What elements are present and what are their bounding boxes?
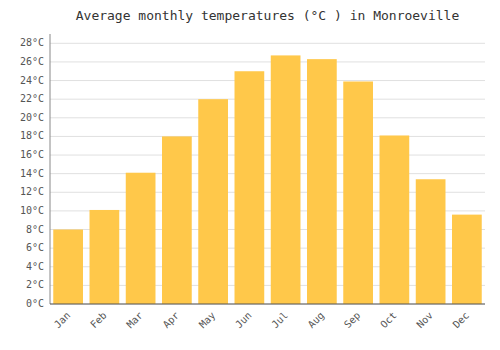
grid-line (50, 117, 485, 118)
y-tick-label: 0°C (26, 298, 44, 309)
grid-line (50, 136, 485, 137)
x-axis-line (50, 304, 485, 305)
bar (162, 136, 192, 304)
x-tick-label: May (197, 310, 218, 331)
bar (126, 173, 156, 304)
y-tick-label: 14°C (20, 168, 44, 179)
bar (198, 99, 228, 304)
y-grid (50, 43, 485, 304)
chart-title: Average monthly temperatures (°C ) in Mo… (76, 8, 460, 23)
y-tick-label: 24°C (20, 75, 44, 86)
grid-line (50, 304, 485, 305)
grid-line (50, 61, 485, 62)
y-tick-label: 6°C (26, 242, 44, 253)
x-tick-label: Apr (161, 310, 182, 331)
x-tick-label: Aug (306, 310, 327, 331)
chart-container: Average monthly temperatures (°C ) in Mo… (0, 0, 500, 350)
x-tick-label: Jan (52, 310, 73, 331)
grid-line (50, 99, 485, 100)
y-tick-label: 16°C (20, 149, 44, 160)
bar (90, 210, 120, 304)
y-tick-label: 4°C (26, 261, 44, 272)
y-tick-label: 28°C (20, 37, 44, 48)
bar (271, 55, 301, 304)
y-tick-label: 18°C (20, 130, 44, 141)
y-tick-label: 20°C (20, 112, 44, 123)
x-tick-label: Oct (378, 310, 399, 331)
x-tick-label: Nov (414, 310, 435, 331)
grid-line (50, 155, 485, 156)
x-tick-label: Sep (342, 310, 363, 331)
y-tick-label: 10°C (20, 205, 44, 216)
bar (235, 71, 265, 304)
y-tick-label: 8°C (26, 224, 44, 235)
chart-svg: Average monthly temperatures (°C ) in Mo… (0, 0, 500, 350)
bar (452, 215, 482, 304)
grid-line (50, 43, 485, 44)
bar (380, 135, 410, 304)
x-tick-label: Feb (88, 310, 109, 331)
y-tick-label: 22°C (20, 93, 44, 104)
bars (53, 55, 481, 304)
grid-line (50, 173, 485, 174)
x-tick-label: Jul (269, 310, 290, 331)
y-axis-line (50, 34, 51, 304)
x-tick-label: Mar (124, 310, 145, 331)
x-tick-label: Dec (451, 310, 472, 331)
y-tick-label: 2°C (26, 279, 44, 290)
bar (307, 59, 337, 304)
bar (416, 179, 446, 304)
bar (343, 81, 373, 304)
grid-line (50, 80, 485, 81)
y-tick-label: 26°C (20, 56, 44, 67)
y-tick-label: 12°C (20, 186, 44, 197)
x-tick-label: Jun (233, 310, 254, 331)
bar (53, 230, 83, 304)
